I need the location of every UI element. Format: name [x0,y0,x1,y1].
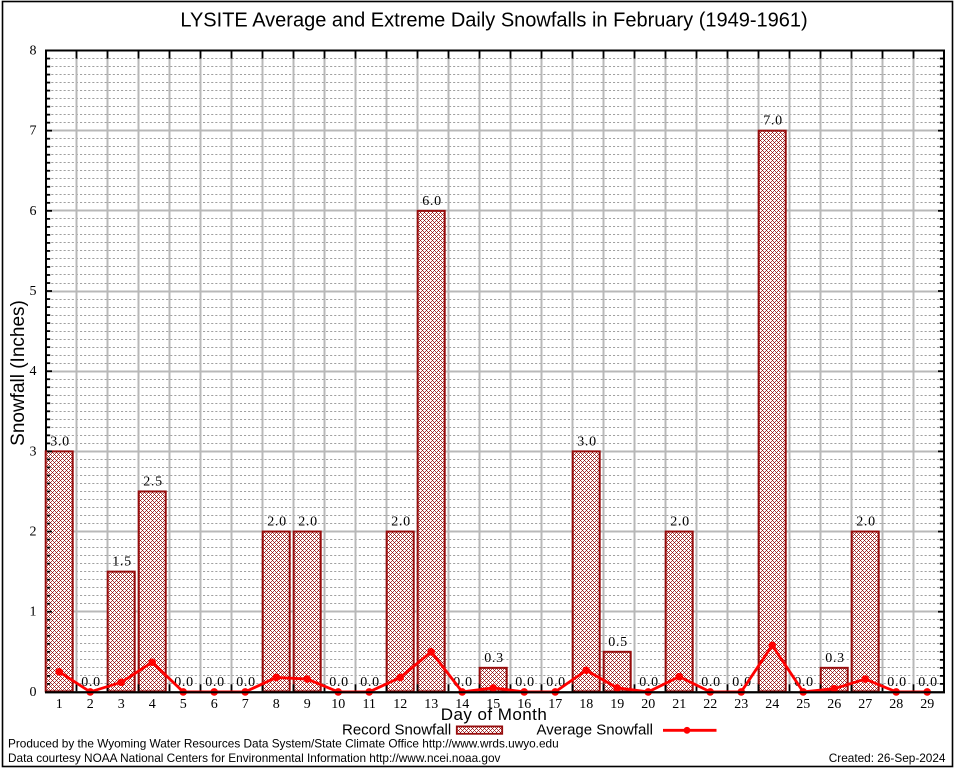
svg-text:0.0: 0.0 [81,675,101,690]
svg-text:2.0: 2.0 [267,515,287,530]
svg-text:23: 23 [734,697,748,712]
svg-text:Day of Month: Day of Month [441,705,548,724]
svg-text:2.0: 2.0 [391,515,411,530]
svg-text:19: 19 [610,697,624,712]
svg-text:14: 14 [455,697,469,712]
svg-text:0.0: 0.0 [205,675,225,690]
svg-text:6: 6 [211,697,218,712]
svg-text:Created: 26-Sep-2024: Created: 26-Sep-2024 [829,751,946,765]
svg-text:Data courtesy NOAA National Ce: Data courtesy NOAA National Centers for … [8,751,501,765]
svg-text:9: 9 [304,697,311,712]
svg-text:7: 7 [30,124,37,139]
svg-text:1: 1 [30,605,37,620]
svg-text:17: 17 [548,697,562,712]
svg-text:3.0: 3.0 [50,434,70,449]
svg-text:0.0: 0.0 [639,675,659,690]
svg-text:16: 16 [517,697,531,712]
svg-text:4: 4 [149,697,156,712]
svg-text:18: 18 [579,697,593,712]
svg-text:7: 7 [242,697,249,712]
svg-text:0.3: 0.3 [484,651,504,666]
svg-text:1.5: 1.5 [112,555,132,570]
svg-text:0.0: 0.0 [515,675,535,690]
svg-text:21: 21 [672,697,686,712]
svg-text:2.5: 2.5 [143,474,163,489]
svg-text:3: 3 [30,444,37,459]
svg-text:0.0: 0.0 [887,675,907,690]
svg-text:2.0: 2.0 [298,515,318,530]
svg-text:Record Snowfall: Record Snowfall [342,722,451,739]
svg-text:12: 12 [393,697,407,712]
svg-text:LYSITE Average and Extreme Dai: LYSITE Average and Extreme Daily Snowfal… [180,10,807,32]
svg-text:0.3: 0.3 [825,651,845,666]
svg-text:0.0: 0.0 [701,675,721,690]
svg-text:8: 8 [273,697,280,712]
svg-text:27: 27 [858,697,872,712]
svg-text:0.0: 0.0 [546,675,566,690]
svg-text:26: 26 [827,697,841,712]
svg-text:25: 25 [796,697,810,712]
svg-text:0: 0 [30,685,37,700]
svg-text:0.0: 0.0 [236,675,256,690]
svg-text:3.0: 3.0 [577,434,597,449]
svg-text:0.0: 0.0 [329,675,349,690]
svg-text:5: 5 [30,284,37,299]
svg-text:7.0: 7.0 [763,114,783,129]
svg-text:20: 20 [641,697,655,712]
svg-text:28: 28 [889,697,903,712]
svg-text:Produced by the Wyoming Water: Produced by the Wyoming Water Resources … [8,737,559,751]
svg-text:10: 10 [331,697,345,712]
svg-text:29: 29 [920,697,934,712]
svg-text:Average Snowfall: Average Snowfall [537,722,653,739]
svg-text:2: 2 [87,697,94,712]
svg-text:22: 22 [703,697,717,712]
svg-text:0.0: 0.0 [918,675,938,690]
svg-text:11: 11 [362,697,375,712]
svg-text:6.0: 6.0 [422,194,442,209]
svg-text:0.0: 0.0 [360,675,380,690]
svg-text:6: 6 [30,204,37,219]
svg-text:2.0: 2.0 [856,515,876,530]
svg-text:Snowfall (Inches): Snowfall (Inches) [8,300,29,446]
svg-text:2: 2 [30,525,37,540]
svg-text:15: 15 [486,697,500,712]
svg-text:13: 13 [424,697,438,712]
svg-text:4: 4 [30,364,37,379]
svg-text:0.5: 0.5 [608,635,628,650]
svg-text:5: 5 [180,697,187,712]
svg-text:3: 3 [118,697,125,712]
svg-text:8: 8 [30,44,37,59]
svg-text:1: 1 [56,697,63,712]
svg-text:24: 24 [765,697,779,712]
svg-text:2.0: 2.0 [670,515,690,530]
